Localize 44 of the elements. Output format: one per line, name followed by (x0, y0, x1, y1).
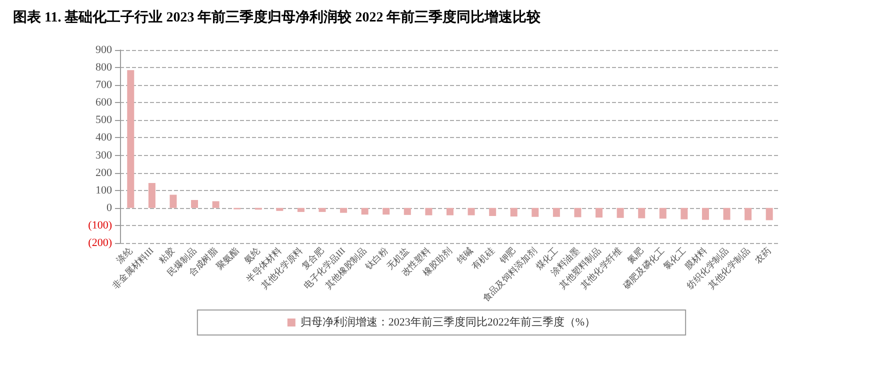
bar (510, 208, 518, 217)
bar (702, 208, 709, 220)
y-tick-label: 0 (106, 202, 112, 214)
bar (532, 208, 539, 217)
bar (191, 200, 198, 208)
bar (723, 208, 730, 220)
bar (744, 208, 752, 220)
y-tick-label: 800 (96, 62, 112, 74)
bar (659, 208, 666, 219)
bar (127, 70, 134, 208)
y-tick-label: (200) (88, 237, 112, 249)
bar (361, 208, 368, 215)
legend-label: 归母净利润增速：2023年前三季度同比2022年前三季度（%） (300, 316, 596, 328)
bar (404, 208, 411, 215)
bar (680, 208, 688, 220)
y-tick-label: 900 (96, 44, 112, 56)
bar (596, 208, 603, 218)
y-tick-label: (100) (88, 219, 112, 232)
y-tick-label: 200 (96, 166, 112, 179)
y-tick-label: 300 (96, 149, 112, 162)
y-tick-label: 400 (96, 132, 112, 144)
bar (318, 208, 326, 212)
y-tick-label: 700 (96, 79, 112, 92)
bar (766, 208, 773, 220)
x-tick-label: 农药 (753, 245, 773, 266)
bar (489, 208, 496, 216)
bar (276, 208, 284, 211)
bar (638, 208, 646, 218)
bar (552, 208, 560, 217)
bar (340, 208, 348, 213)
bar (468, 208, 475, 216)
bar (297, 208, 304, 212)
chart-title: 图表 11. 基础化工子行业 2023 年前三季度归母净利润较 2022 年前三季度同比增速比较 (13, 8, 542, 26)
bar (170, 194, 177, 208)
bar (382, 208, 390, 215)
bar (212, 201, 220, 208)
y-tick-label: 500 (96, 114, 112, 126)
bar (446, 208, 454, 216)
bar (616, 208, 624, 218)
y-tick-label: 100 (96, 184, 112, 196)
bar (425, 208, 432, 216)
y-tick-label: 600 (96, 96, 112, 109)
bar (574, 208, 582, 218)
bar (148, 182, 156, 208)
